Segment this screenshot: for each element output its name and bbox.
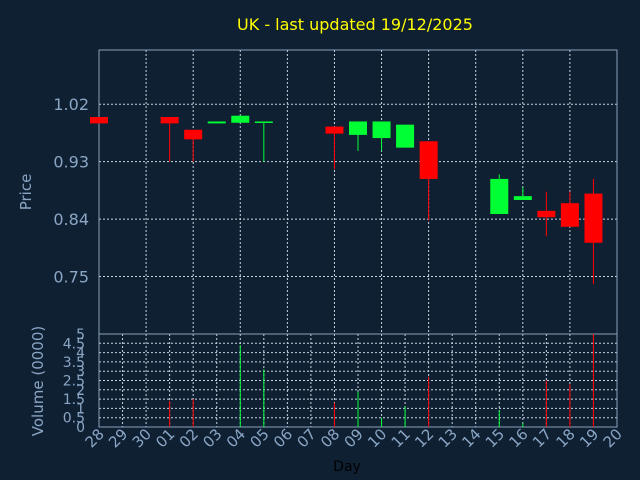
volume-tick-label: 4.5 bbox=[63, 336, 85, 352]
x-tick-label: 02 bbox=[176, 425, 202, 451]
x-tick-label: 11 bbox=[388, 425, 414, 451]
x-tick-label: 18 bbox=[553, 425, 579, 451]
volume-tick-label: 4 bbox=[76, 346, 85, 362]
x-tick-label: 04 bbox=[223, 425, 249, 451]
x-tick-label: 14 bbox=[458, 425, 484, 451]
price-tick-label: 1.02 bbox=[53, 95, 89, 114]
price-tick-label: 0.93 bbox=[53, 153, 89, 172]
x-tick-label: 30 bbox=[129, 425, 155, 451]
x-tick-label: 13 bbox=[435, 425, 461, 451]
x-tick-label: 15 bbox=[482, 425, 508, 451]
volume-tick-label: 3 bbox=[76, 364, 85, 380]
x-tick-label: 09 bbox=[341, 425, 367, 451]
candle-body bbox=[325, 126, 344, 134]
candle-body bbox=[537, 210, 556, 218]
volume-tick-label: 1.5 bbox=[63, 392, 85, 408]
x-tick-label: 29 bbox=[105, 425, 131, 451]
volume-tick-label: 1 bbox=[76, 401, 85, 417]
candle-body bbox=[372, 121, 391, 139]
x-tick-label: 08 bbox=[317, 425, 343, 451]
volume-axis-title: Volume (0000) bbox=[29, 326, 47, 436]
chart-title: UK - last updated 19/12/2025 bbox=[237, 15, 473, 34]
volume-tick-label: 2 bbox=[76, 383, 85, 399]
x-tick-label: 16 bbox=[505, 425, 531, 451]
candle-body bbox=[184, 129, 203, 140]
volume-tick-label: 0.5 bbox=[63, 411, 85, 427]
volume-tick-label: 5 bbox=[76, 327, 85, 343]
x-tick-label: 03 bbox=[199, 425, 225, 451]
candle-body bbox=[584, 193, 603, 243]
x-tick-label: 01 bbox=[152, 425, 178, 451]
candle-body bbox=[349, 121, 367, 135]
x-tick-label: 19 bbox=[576, 425, 602, 451]
candle-body bbox=[207, 121, 226, 124]
candle-body bbox=[160, 117, 179, 124]
candle-body bbox=[560, 203, 579, 227]
x-tick-label: 28 bbox=[82, 425, 108, 451]
x-tick-label: 05 bbox=[246, 425, 272, 451]
x-tick-label: 12 bbox=[411, 425, 437, 451]
volume-tick-label: 2.5 bbox=[63, 374, 85, 390]
candle-body bbox=[90, 117, 108, 124]
price-tick-label: 0.75 bbox=[53, 268, 89, 287]
price-panel: 1.02 0.93 0.84 0.75 bbox=[53, 49, 618, 335]
volume-panel: 00.511.522.533.544.55 bbox=[63, 327, 618, 436]
volume-tick-label: 3.5 bbox=[63, 355, 85, 371]
candle-body bbox=[513, 196, 532, 200]
price-frame bbox=[98, 49, 618, 335]
x-tick-label: 20 bbox=[600, 425, 626, 451]
candle-body bbox=[419, 141, 438, 179]
volume-tick-label: 0 bbox=[76, 420, 85, 436]
x-axis-title: Day bbox=[333, 459, 361, 475]
candle-body bbox=[254, 121, 273, 123]
candle-body bbox=[490, 178, 509, 215]
x-tick-label: 07 bbox=[294, 425, 320, 451]
price-tick-label: 0.84 bbox=[53, 210, 89, 229]
x-tick-label: 17 bbox=[529, 425, 555, 451]
candle-body bbox=[396, 124, 415, 148]
x-tick-label: 10 bbox=[364, 425, 390, 451]
price-axis-title: Price bbox=[17, 174, 35, 211]
x-tick-label: 06 bbox=[270, 425, 296, 451]
candle-body bbox=[231, 115, 250, 123]
